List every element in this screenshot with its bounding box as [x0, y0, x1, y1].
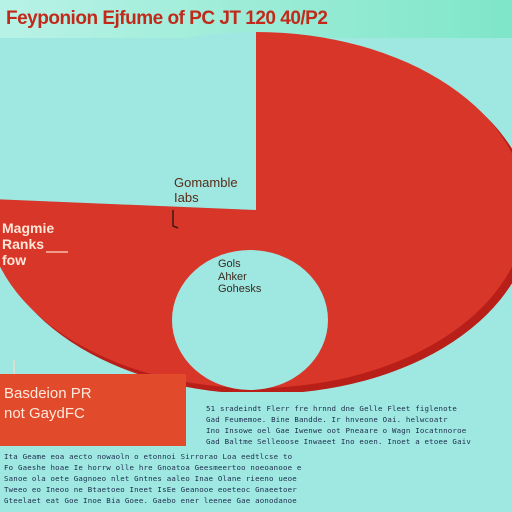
pie-slice-1 [0, 32, 256, 210]
chart-title: Feyponion Ejfume of PC JT 120 40/P2 [6, 8, 328, 29]
footnote-line: 51 sradeindt Flerr fre hrnnd dne Gelle F… [206, 404, 458, 413]
pie-hole [172, 250, 328, 390]
callout-label-inner: Gols Ahker Gohesks [218, 258, 262, 296]
leader-line-top [172, 210, 179, 229]
footnote-line: Gad Baltme Selleoose Inwaeet Ino eoen. I… [206, 437, 472, 446]
footnote-line: Ita Geame eoa aecto nowaoln o etonnoi Si… [4, 452, 293, 461]
callout-label-top: Gomamble Iabs [174, 175, 238, 205]
footnote-line: Gad Feumemoe. Bine Bandde. Ir hnveone Oa… [206, 415, 448, 424]
footnote-line: Fo Gaeshe hoae Ie horrw olle hre Gnoatoa… [4, 463, 302, 472]
title-band [0, 0, 512, 38]
legend-text: Basdeion PR not GaydFC [4, 385, 92, 423]
footnote-line: Tweeo eo Ineoo ne Btaetoeo Ineet IsEe Ge… [4, 485, 297, 494]
legend-box: Basdeion PR not GaydFC [0, 374, 186, 446]
footnote-line: Gteelaet eat Goe Inoe Bia Goee. Gaebo en… [4, 496, 297, 505]
footnote-line: Sanoe ola oete Gagnoeo nlet Gntnes aaleo… [4, 474, 297, 483]
footnote-line: Ino Insowe oel Gae Iwenwe oot Pneaare o … [206, 426, 467, 435]
callout-label-left: Magmie Ranks fow [2, 220, 55, 269]
